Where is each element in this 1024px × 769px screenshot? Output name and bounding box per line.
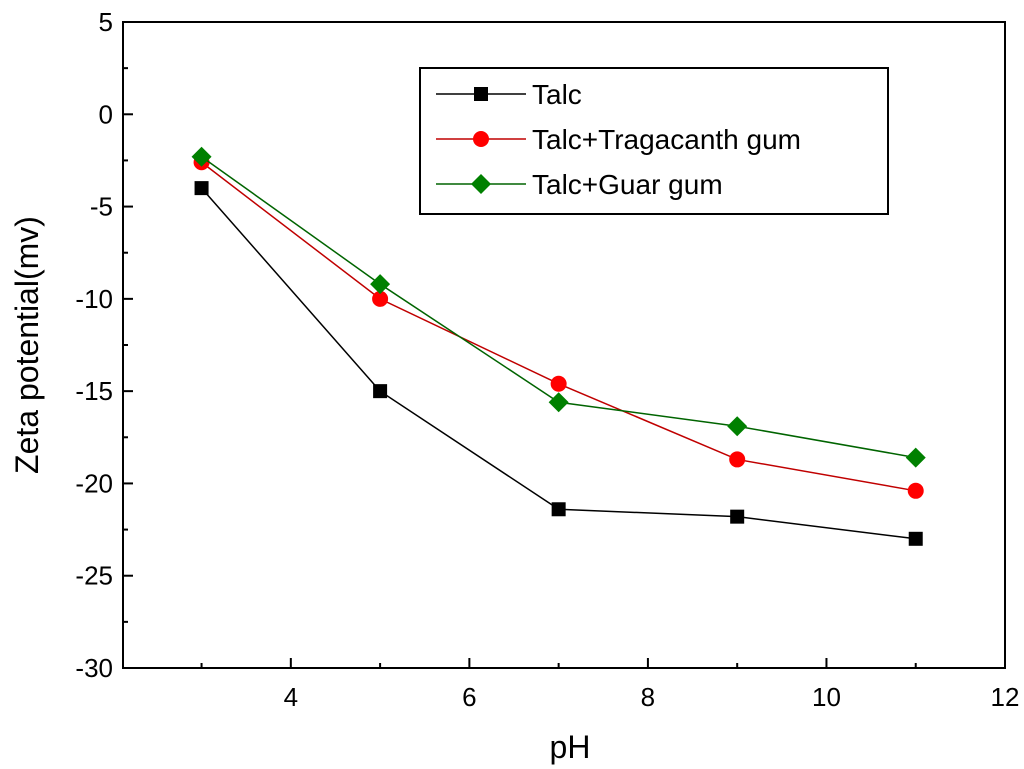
y-axis-label: Zeta potential(mv)	[9, 216, 45, 474]
legend: Talc Talc+Tragacanth gum Talc+Guar gum	[419, 67, 889, 215]
legend-marker	[473, 131, 489, 147]
x-tick-label: 12	[991, 682, 1020, 712]
legend-entry: Talc+Tragacanth gum	[436, 124, 801, 155]
data-point	[729, 451, 746, 468]
data-point	[550, 375, 567, 392]
data-point	[905, 447, 926, 468]
data-point	[908, 531, 923, 546]
y-tick-label: -15	[75, 376, 113, 406]
legend-label: Talc	[532, 79, 582, 110]
legend-marker	[471, 174, 491, 194]
x-axis-label: pH	[550, 729, 591, 765]
series-line	[200, 187, 916, 540]
x-tick-label: 6	[462, 682, 476, 712]
y-tick-label: -10	[75, 284, 113, 314]
legend-entry: Talc+Guar gum	[436, 169, 723, 200]
data-point	[372, 290, 389, 307]
legend-entry: Talc	[436, 79, 582, 110]
legend-marker	[474, 87, 488, 101]
series-talc	[194, 181, 923, 546]
data-point	[194, 181, 209, 196]
data-point	[730, 509, 745, 524]
x-tick-label: 10	[812, 682, 841, 712]
y-tick-label: 5	[99, 7, 113, 37]
y-tick-label: -30	[75, 653, 113, 683]
data-point	[727, 416, 748, 437]
data-point	[551, 502, 566, 517]
series-talc-guar-gum	[191, 146, 926, 468]
x-tick-label: 4	[284, 682, 298, 712]
data-point	[548, 392, 569, 413]
x-tick-label: 8	[641, 682, 655, 712]
y-tick-label: -25	[75, 561, 113, 591]
series-talc-tragacanth-gum	[193, 154, 924, 499]
data-point	[191, 146, 212, 167]
legend-label: Talc+Tragacanth gum	[532, 124, 801, 155]
y-tick-label: -20	[75, 468, 113, 498]
data-point	[370, 274, 391, 295]
data-point	[907, 482, 924, 499]
data-point	[373, 384, 388, 399]
legend-box	[419, 67, 889, 215]
y-tick-label: 0	[99, 99, 113, 129]
legend-label: Talc+Guar gum	[532, 169, 723, 200]
y-tick-label: -5	[90, 192, 113, 222]
